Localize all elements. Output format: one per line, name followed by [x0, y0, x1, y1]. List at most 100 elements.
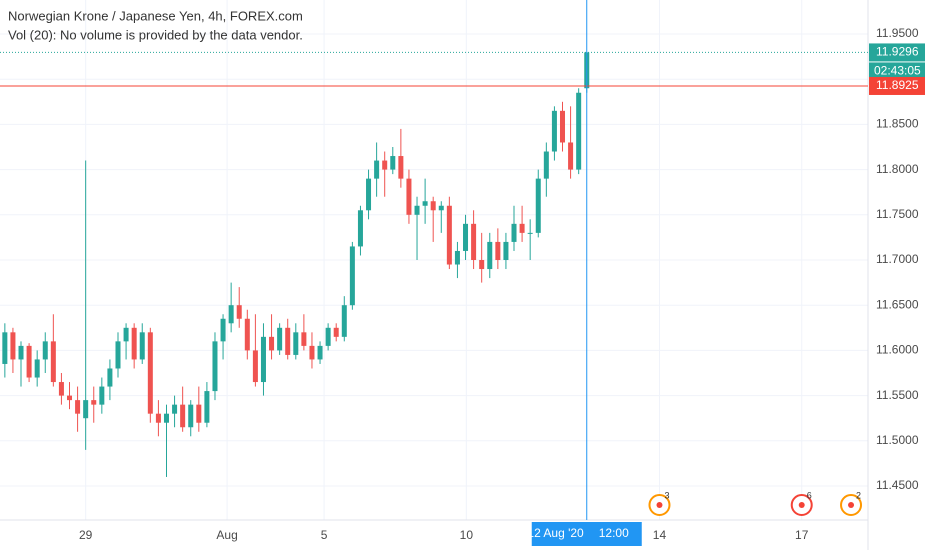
marks: [2, 52, 590, 477]
candle-body: [212, 341, 218, 392]
candle-body: [50, 341, 56, 383]
candle-body: [301, 332, 307, 346]
candle-body: [2, 332, 8, 364]
candle-body: [180, 404, 186, 428]
candle-body: [495, 241, 501, 260]
candle-body: [341, 305, 347, 337]
x-tick-label: Aug: [216, 528, 237, 542]
countdown-box: [869, 62, 925, 81]
x-tick-label: 5: [321, 528, 328, 542]
candle-body: [172, 404, 178, 414]
candle-body: [58, 382, 64, 396]
candle-body: [349, 246, 355, 306]
candle-body: [196, 404, 202, 423]
grid: [0, 0, 868, 520]
candle-body: [293, 332, 299, 355]
candle-body: [163, 413, 169, 423]
candle-body: [83, 400, 89, 419]
event-dot: [656, 502, 663, 508]
candle-body: [406, 178, 412, 215]
candle-body: [42, 341, 48, 360]
candle-body: [333, 327, 339, 337]
candle-body: [309, 345, 315, 360]
candle-body: [91, 400, 97, 405]
candle-body: [260, 336, 266, 383]
candle-body: [269, 336, 275, 351]
candle-body: [131, 327, 137, 360]
chart-subtitle: Vol (20): No volume is provided by the d…: [8, 27, 303, 42]
y-tick-label: 11.6000: [876, 343, 919, 357]
y-tick-label: 11.7500: [876, 207, 919, 221]
candle-body: [325, 327, 331, 346]
candle-body: [115, 341, 121, 369]
y-tick-label: 11.8000: [876, 162, 919, 176]
candle-body: [446, 205, 452, 265]
candle-body: [390, 156, 396, 170]
candle-body: [277, 327, 283, 351]
y-tick-label: 11.6500: [876, 297, 919, 311]
price-label: 11.8925: [876, 78, 919, 92]
candle-body: [317, 345, 323, 360]
x-tick-label: 10: [460, 528, 474, 542]
candle-body: [220, 318, 226, 342]
crosshair-time: 12:00: [599, 526, 629, 540]
candle-body: [34, 359, 40, 378]
candle-body: [382, 160, 388, 170]
crosshair-label-box: [531, 522, 642, 546]
candle-body: [147, 332, 153, 414]
candle-body: [204, 391, 210, 423]
candle-body: [519, 223, 525, 233]
candle-body: [535, 178, 541, 233]
event-dot: [848, 502, 855, 508]
candle-body: [123, 327, 129, 342]
event-count: 2: [856, 490, 861, 500]
y-tick-label: 11.8500: [876, 117, 919, 131]
candle-body: [75, 400, 81, 414]
candle-body: [398, 156, 404, 179]
price-label: 11.9296: [876, 45, 919, 59]
y-tick-label: 11.7000: [876, 252, 919, 266]
event-count: 3: [664, 490, 669, 500]
candle-body: [438, 205, 444, 211]
candle-body: [107, 368, 113, 387]
y-tick-label: 11.5000: [876, 433, 919, 447]
candle-body: [511, 223, 517, 242]
x-tick-label: 14: [653, 528, 667, 542]
candle-body: [551, 110, 557, 152]
price-label-box: [869, 76, 925, 95]
candle-body: [155, 413, 161, 423]
candle-body: [422, 201, 428, 206]
chart-title: Norwegian Krone / Japanese Yen, 4h, FORE…: [8, 8, 303, 23]
candle-body: [479, 260, 485, 270]
x-tick-label: 17: [795, 528, 809, 542]
candle-body: [99, 386, 105, 405]
candle-body: [463, 223, 469, 251]
candle-body: [18, 345, 24, 360]
candle-body: [527, 232, 533, 234]
candle-body: [252, 350, 258, 383]
event-dot: [798, 502, 805, 508]
price-label-box: [869, 43, 925, 62]
candle-body: [236, 305, 242, 319]
candle-body: [139, 332, 145, 360]
candle-body: [543, 151, 549, 179]
candle-body: [188, 404, 194, 428]
candle-body: [568, 142, 574, 170]
candle-body: [454, 250, 460, 265]
y-tick-label: 11.5500: [876, 388, 919, 402]
candle-body: [10, 332, 16, 360]
candle-body: [374, 160, 380, 179]
candle-body: [66, 395, 73, 401]
candle-body: [471, 223, 477, 260]
candle-body: [366, 178, 372, 211]
candle-body: [430, 201, 436, 211]
y-tick-label: 11.4500: [876, 478, 919, 492]
candle-body: [357, 210, 363, 247]
countdown-label: 02:43:05: [874, 64, 921, 78]
x-tick-label: 29: [79, 528, 93, 542]
candle-body: [576, 92, 582, 170]
candle-body: [26, 345, 32, 378]
candle-body: [285, 327, 291, 355]
